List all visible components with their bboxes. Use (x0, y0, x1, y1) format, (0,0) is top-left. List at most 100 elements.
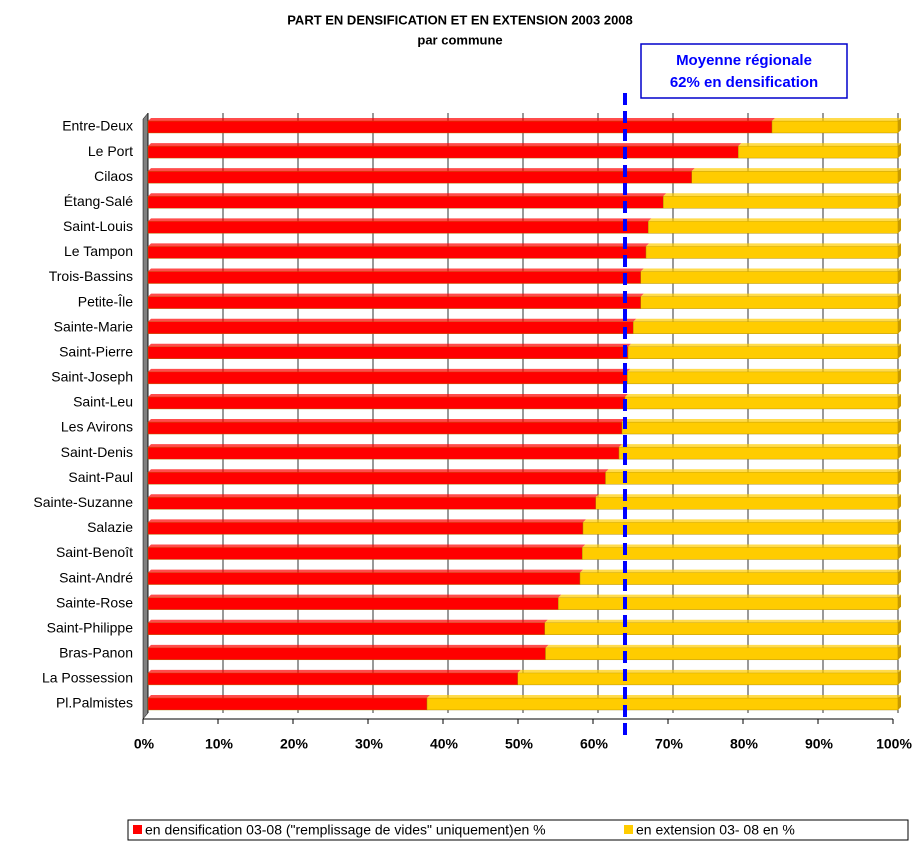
bar-top (148, 619, 548, 623)
bar-end (898, 343, 901, 359)
bar-end (898, 393, 901, 409)
bar-end (898, 168, 901, 184)
y-tick-label: Saint-Philippe (47, 619, 134, 635)
bar (618, 446, 899, 460)
bar (544, 622, 899, 635)
y-tick-label: Saint-Leu (73, 394, 133, 410)
y-tick-label: Saint-Benoît (56, 544, 133, 560)
bar-top (517, 669, 901, 673)
y-tick-label: Saint-Denis (61, 444, 133, 460)
y-tick-label: Saint-Pierre (59, 343, 133, 359)
bar-top (772, 118, 901, 121)
bar (645, 246, 899, 259)
x-tick-label: 40% (430, 736, 459, 752)
annotation: 62% en densification (670, 74, 818, 91)
bar-top (640, 293, 901, 297)
chart-subtitle: par commune (417, 32, 502, 47)
bar-top (148, 444, 622, 448)
bar-top (663, 193, 901, 197)
bar (147, 446, 620, 460)
bar (595, 497, 899, 510)
bar-top (148, 419, 625, 423)
bar (605, 472, 899, 485)
bar (624, 396, 899, 410)
y-tick-label: Saint-Paul (68, 469, 133, 485)
bar (627, 346, 899, 359)
bar (147, 396, 626, 410)
chart-title: PART EN DENSIFICATION ET EN EXTENSION 20… (287, 12, 633, 27)
y-tick-label: Petite-Île (78, 293, 133, 309)
bar-top (640, 268, 901, 272)
y-tick-label: Entre-Deux (62, 118, 133, 134)
bar-end (898, 695, 901, 710)
bar (147, 697, 428, 711)
bar (633, 321, 899, 334)
bar (147, 346, 629, 359)
bar-top (580, 569, 901, 573)
bar (621, 421, 899, 435)
bar-top (148, 544, 586, 548)
x-tick-label: 100% (876, 736, 912, 752)
bar (147, 296, 641, 309)
bar-top (595, 494, 901, 498)
bar-end (898, 293, 901, 309)
bar-end (898, 268, 901, 284)
y-tick-label: Pl.Palmistes (56, 695, 133, 711)
bar (147, 647, 546, 661)
bar (640, 296, 899, 309)
x-tick-label: 60% (580, 736, 609, 752)
bar-top (148, 695, 430, 698)
bar (558, 597, 899, 610)
bar (627, 371, 899, 385)
bar-end (898, 544, 901, 560)
bar-top (148, 494, 599, 498)
bar-top (628, 343, 901, 347)
bar (426, 697, 899, 711)
bar (147, 321, 634, 334)
bar (582, 522, 899, 535)
bar-top (148, 644, 549, 648)
bar (147, 622, 545, 635)
bar-top (625, 393, 901, 397)
bar-top (148, 143, 742, 147)
bar (147, 170, 692, 184)
bar-top (544, 619, 901, 623)
bar (147, 522, 584, 535)
bar (147, 472, 606, 485)
bar (640, 271, 899, 284)
bar (147, 371, 628, 385)
y-tick-label: Saint-Joseph (51, 369, 133, 385)
bar-top (148, 594, 562, 598)
bar-top (148, 168, 695, 172)
y-tick-label: Le Tampon (64, 243, 133, 259)
y-tick-label: Le Port (88, 143, 133, 159)
wall (142, 112, 149, 720)
y-tick-label: Étang-Salé (64, 193, 133, 209)
bar-end (898, 519, 901, 535)
bar-end (898, 118, 901, 133)
y-tick-label: Salazie (87, 519, 133, 535)
bar-end (898, 644, 901, 660)
bar (663, 196, 899, 209)
bar-top (627, 368, 901, 372)
bar-top (148, 243, 649, 247)
x-tick-label: 50% (505, 736, 534, 752)
bar (147, 145, 739, 159)
bar-end (898, 444, 901, 460)
bar-top (148, 393, 628, 397)
bar (147, 120, 773, 134)
bar-top (148, 669, 521, 673)
x-tick-label: 20% (280, 736, 309, 752)
bar-end (898, 494, 901, 510)
bar-top (148, 218, 652, 222)
x-tick-label: 90% (805, 736, 834, 752)
bar (147, 497, 596, 510)
bar (147, 221, 649, 234)
bar-top (427, 695, 901, 698)
bar (147, 246, 647, 259)
bar-end (898, 619, 901, 635)
bar-top (582, 544, 901, 548)
y-tick-label: Sainte-Rose (56, 594, 133, 610)
bar-top (633, 318, 901, 322)
bar-top (648, 218, 901, 222)
